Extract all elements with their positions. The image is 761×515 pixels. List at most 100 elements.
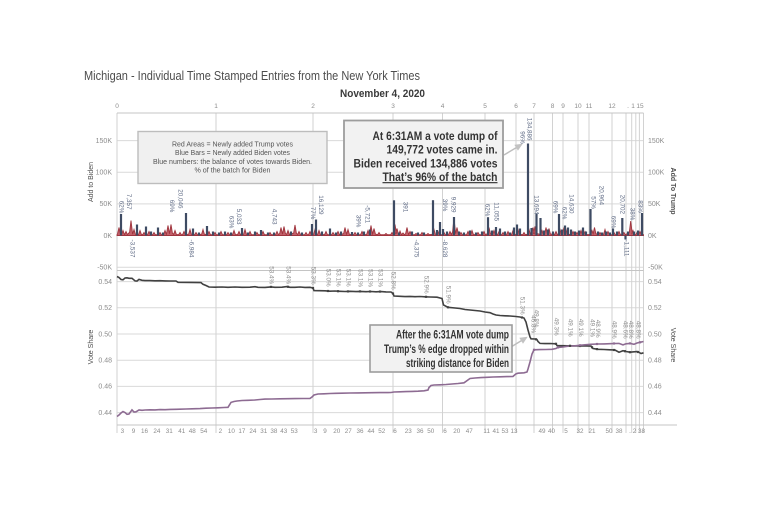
svg-text:0: 0 — [115, 103, 119, 110]
svg-text:21: 21 — [588, 428, 596, 435]
svg-text:69%: 69% — [552, 201, 559, 214]
svg-text:54: 54 — [200, 428, 208, 435]
svg-text:% of the batch for Biden: % of the batch for Biden — [195, 166, 271, 175]
svg-text:3: 3 — [121, 428, 125, 435]
svg-text:.: . — [627, 103, 629, 110]
svg-text:9,929: 9,929 — [450, 197, 457, 213]
svg-text:23: 23 — [405, 428, 413, 435]
svg-text:20,046: 20,046 — [177, 189, 184, 209]
svg-text:13,694: 13,694 — [533, 195, 540, 215]
svg-text:Michigan - Individual Time Sta: Michigan - Individual Time Stamped Entri… — [84, 69, 420, 83]
svg-text:27: 27 — [345, 428, 353, 435]
svg-text:48.8%: 48.8% — [635, 321, 642, 339]
svg-text:-8,628: -8,628 — [441, 240, 448, 258]
svg-text:13: 13 — [510, 428, 518, 435]
svg-text:.: . — [629, 428, 631, 435]
svg-text:9: 9 — [132, 428, 136, 435]
svg-text:46.8%: 46.8% — [530, 315, 537, 333]
svg-text:5: 5 — [483, 103, 487, 110]
svg-text:53.1%: 53.1% — [357, 269, 364, 287]
svg-text:32: 32 — [576, 428, 584, 435]
svg-text:149,772 votes came in.: 149,772 votes came in. — [387, 145, 498, 157]
svg-text:8: 8 — [551, 103, 555, 110]
svg-text:12: 12 — [608, 103, 616, 110]
svg-text:100K: 100K — [648, 170, 665, 177]
svg-text:0.50: 0.50 — [648, 331, 662, 338]
svg-text:10: 10 — [574, 103, 582, 110]
svg-text:53.4%: 53.4% — [268, 266, 275, 284]
svg-text:15: 15 — [636, 103, 644, 110]
svg-text:38: 38 — [638, 428, 646, 435]
svg-text:49.8%: 49.8% — [533, 310, 540, 328]
svg-text:2: 2 — [633, 428, 637, 435]
svg-text:38: 38 — [615, 428, 623, 435]
svg-text:At 6:31AM a vote dump of: At 6:31AM a vote dump of — [373, 131, 498, 143]
svg-text:49.1%: 49.1% — [577, 319, 584, 337]
svg-text:1: 1 — [631, 103, 635, 110]
svg-text:69%: 69% — [610, 216, 617, 229]
svg-text:November 4, 2020: November 4, 2020 — [340, 88, 425, 100]
svg-text:63%: 63% — [228, 216, 235, 229]
svg-text:6: 6 — [443, 428, 447, 435]
svg-text:0.48: 0.48 — [648, 358, 662, 365]
svg-text:Blue numbers: the balance of v: Blue numbers: the balance of votes towar… — [153, 157, 312, 166]
svg-text:53: 53 — [291, 428, 299, 435]
svg-text:7: 7 — [532, 103, 536, 110]
svg-text:-5,721: -5,721 — [364, 205, 371, 223]
svg-text:16,129: 16,129 — [317, 195, 324, 215]
svg-text:50: 50 — [605, 428, 613, 435]
svg-text:50K: 50K — [648, 201, 661, 208]
svg-text:Vote Share: Vote Share — [88, 330, 95, 365]
svg-text:14,630: 14,630 — [568, 194, 575, 214]
svg-text:83%: 83% — [637, 200, 644, 213]
svg-text:100K: 100K — [96, 170, 113, 177]
svg-text:After the 6:31AM vote dump: After the 6:31AM vote dump — [396, 330, 509, 342]
svg-text:-50K: -50K — [97, 265, 112, 272]
svg-text:20,702: 20,702 — [619, 195, 626, 215]
svg-text:20,964: 20,964 — [598, 186, 605, 206]
svg-text:Blue Bars = Newly added Biden: Blue Bars = Newly added Biden votes — [175, 148, 290, 157]
svg-text:-1,111: -1,111 — [623, 240, 630, 257]
svg-text:0.44: 0.44 — [98, 410, 112, 417]
svg-text:2: 2 — [311, 103, 315, 110]
svg-text:0K: 0K — [648, 233, 657, 240]
svg-text:48.9%: 48.9% — [594, 320, 601, 338]
svg-text:0.52: 0.52 — [648, 305, 662, 312]
svg-text:38: 38 — [270, 428, 278, 435]
svg-text:39%: 39% — [441, 199, 448, 212]
svg-text:9: 9 — [323, 428, 327, 435]
svg-text:-50K: -50K — [648, 265, 663, 272]
svg-text:41: 41 — [492, 428, 500, 435]
svg-text:53.1%: 53.1% — [335, 269, 342, 287]
svg-text:53.0%: 53.0% — [325, 269, 332, 287]
svg-text:11: 11 — [483, 428, 490, 435]
svg-text:24: 24 — [249, 428, 257, 435]
svg-text:2: 2 — [219, 428, 223, 435]
svg-text:69%: 69% — [168, 200, 175, 213]
svg-text:7,357: 7,357 — [125, 194, 132, 210]
svg-text:-3,537: -3,537 — [129, 240, 136, 258]
svg-text:48.9%: 48.9% — [611, 321, 618, 339]
svg-text:-6,984: -6,984 — [188, 240, 195, 258]
svg-text:17: 17 — [238, 428, 246, 435]
svg-text:6: 6 — [393, 428, 397, 435]
svg-text:150K: 150K — [648, 138, 665, 145]
svg-text:0.50: 0.50 — [98, 331, 112, 338]
svg-text:-4,375: -4,375 — [413, 240, 420, 258]
svg-text:3: 3 — [391, 103, 395, 110]
svg-text:62%: 62% — [118, 201, 125, 214]
svg-text:50: 50 — [427, 428, 435, 435]
svg-text:48.8%: 48.8% — [627, 321, 634, 339]
svg-text:10: 10 — [228, 428, 236, 435]
svg-text:0K: 0K — [103, 233, 112, 240]
svg-text:0.52: 0.52 — [98, 305, 112, 312]
svg-text:49.3%: 49.3% — [553, 318, 560, 336]
svg-text:49.1%: 49.1% — [567, 319, 574, 337]
svg-text:Vote Share: Vote Share — [669, 328, 676, 363]
svg-text:40: 40 — [548, 428, 556, 435]
svg-text:53.1%: 53.1% — [377, 269, 384, 287]
svg-text:38%: 38% — [629, 208, 636, 221]
svg-text:6: 6 — [514, 103, 518, 110]
svg-text:48: 48 — [189, 428, 197, 435]
svg-text:51.3%: 51.3% — [519, 297, 526, 315]
